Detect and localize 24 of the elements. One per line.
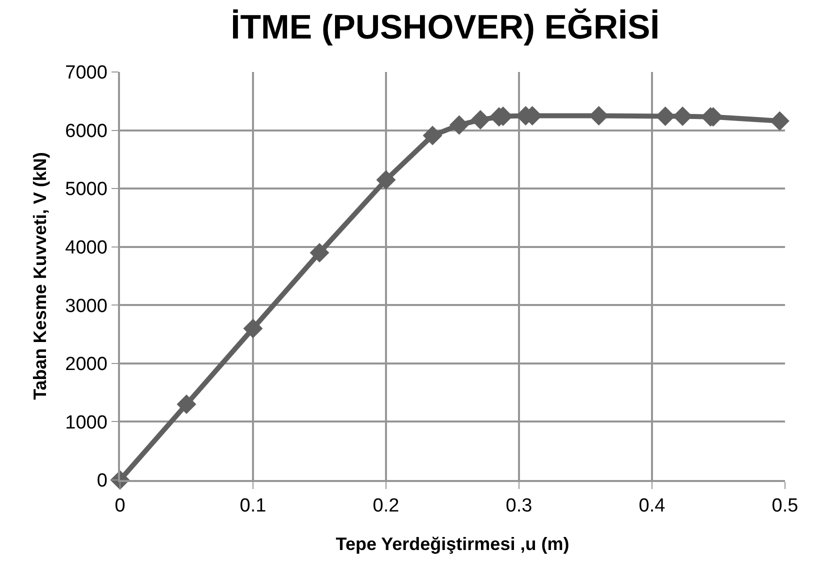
point — [243, 318, 263, 338]
y-tick-label: 2000 — [65, 354, 108, 376]
chart-title: İTME (PUSHOVER) EĞRİSİ — [230, 7, 660, 46]
x-tick-label: 0.5 — [772, 496, 798, 517]
y-tick-label: 7000 — [65, 62, 108, 84]
y-tick-label: 1000 — [65, 412, 108, 434]
y-tick-label: 3000 — [65, 296, 108, 317]
y-tick-label: 0 — [96, 470, 108, 492]
x-tick-label: 0.2 — [372, 496, 400, 517]
x-axis-title: Tepe Yerdeğiştirmesi ,u (m) — [336, 534, 570, 554]
point — [176, 394, 196, 414]
x-tick-label: 0 — [114, 496, 126, 517]
y-tick-label: 5000 — [65, 179, 108, 200]
point — [376, 170, 396, 190]
y-axis-title: Taban Kesme Kuvveti, V (kN) — [30, 152, 50, 400]
x-tick-label: 0.1 — [240, 496, 266, 517]
y-tick-label: 6000 — [65, 120, 108, 142]
x-tick-label: 0.4 — [638, 496, 666, 517]
point — [470, 110, 490, 130]
y-tick-label: 4000 — [65, 238, 108, 259]
point — [449, 115, 469, 135]
point — [310, 242, 330, 262]
point — [422, 126, 442, 146]
x-tick-label: 0.3 — [506, 496, 532, 517]
